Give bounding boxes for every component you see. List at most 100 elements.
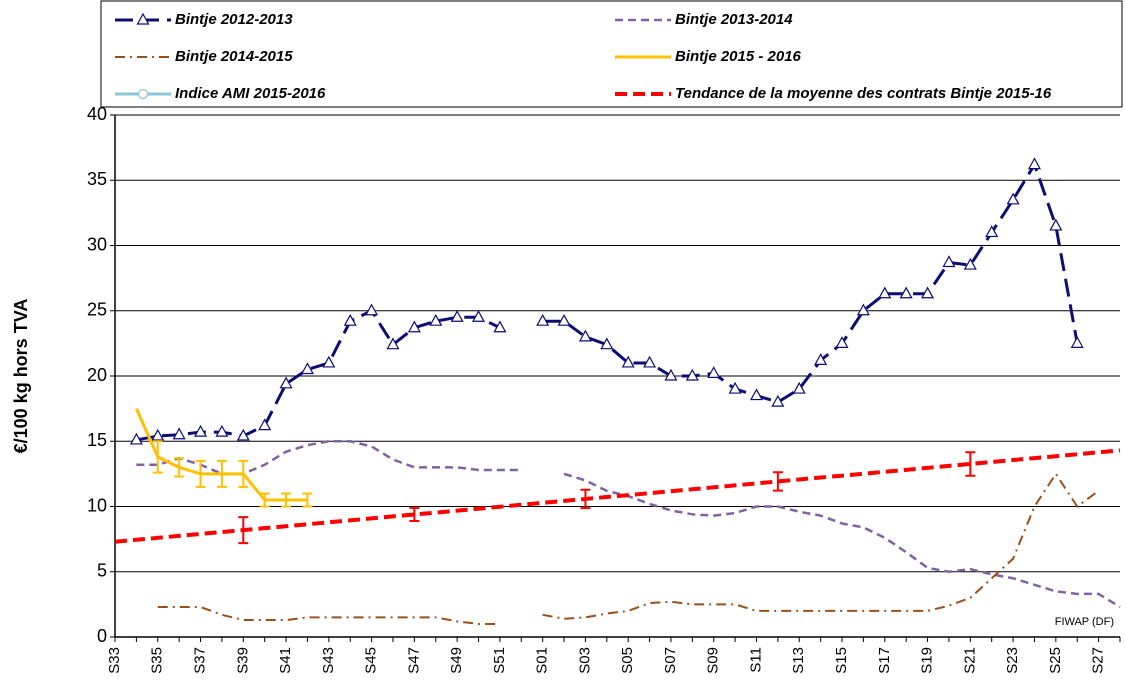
x-tick-label: S13 bbox=[790, 647, 807, 674]
annotation: FIWAP (DF) bbox=[1055, 616, 1114, 628]
data-point bbox=[450, 310, 464, 322]
y-tick-label: 0 bbox=[97, 626, 107, 646]
x-tick-label: S07 bbox=[662, 647, 679, 674]
x-tick-label: S41 bbox=[277, 647, 294, 674]
x-tick-label: S21 bbox=[961, 647, 978, 674]
legend-box bbox=[100, 0, 1123, 108]
x-tick-label: S51 bbox=[491, 647, 508, 674]
data-point bbox=[963, 257, 977, 270]
data-point bbox=[942, 255, 956, 268]
data-point bbox=[215, 424, 229, 437]
x-tick-label: S27 bbox=[1090, 647, 1107, 674]
y-axis-label: €/100 kg hors TVA bbox=[11, 299, 31, 454]
data-point bbox=[985, 225, 999, 238]
error-bar bbox=[965, 451, 976, 477]
error-bar bbox=[216, 459, 227, 488]
x-tick-label: S35 bbox=[149, 647, 166, 674]
error-bar bbox=[174, 457, 185, 478]
y-tick-label: 40 bbox=[87, 104, 107, 124]
error-bar bbox=[302, 492, 313, 508]
data-point bbox=[322, 355, 336, 368]
data-point bbox=[279, 376, 293, 389]
x-tick-label: S23 bbox=[1004, 647, 1021, 674]
data-point bbox=[300, 362, 314, 375]
data-point bbox=[856, 303, 870, 316]
error-bar bbox=[281, 492, 292, 508]
data-point bbox=[536, 313, 550, 326]
data-point bbox=[386, 337, 400, 350]
error-bar bbox=[152, 440, 163, 474]
data-point bbox=[429, 313, 443, 326]
data-point bbox=[578, 329, 592, 342]
series-line bbox=[136, 440, 1121, 609]
data-point bbox=[878, 286, 892, 299]
y-tick-label: 20 bbox=[87, 365, 107, 385]
y-tick-label: 10 bbox=[87, 495, 107, 515]
y-tick-label: 15 bbox=[87, 430, 107, 450]
data-point bbox=[685, 368, 699, 381]
legend-marker bbox=[137, 88, 149, 100]
legend-label: Bintje 2013-2014 bbox=[675, 11, 793, 28]
legend-label: Bintje 2012-2013 bbox=[175, 11, 293, 28]
x-tick-label: S25 bbox=[1047, 647, 1064, 674]
series-line bbox=[114, 448, 1121, 544]
data-point bbox=[151, 428, 165, 441]
x-tick-label: S43 bbox=[320, 647, 337, 674]
x-tick-label: S01 bbox=[534, 647, 551, 674]
y-tick-label: 30 bbox=[87, 234, 107, 254]
x-tick-label: S05 bbox=[619, 647, 636, 674]
y-tick-label: 35 bbox=[87, 169, 107, 189]
data-point bbox=[749, 388, 764, 401]
data-point bbox=[1027, 157, 1041, 170]
data-point bbox=[899, 286, 913, 299]
data-point bbox=[792, 381, 806, 394]
x-tick-label: S45 bbox=[363, 647, 380, 674]
data-point bbox=[557, 313, 571, 326]
error-bar bbox=[259, 492, 270, 508]
data-point bbox=[194, 424, 208, 437]
data-point bbox=[1049, 218, 1063, 231]
x-tick-label: S37 bbox=[192, 647, 209, 674]
x-tick-label: S17 bbox=[876, 647, 893, 674]
legend-label: Bintje 2015 - 2016 bbox=[675, 48, 802, 65]
data-point bbox=[365, 303, 379, 316]
data-point bbox=[921, 286, 935, 299]
x-tick-label: S49 bbox=[448, 647, 465, 674]
x-tick-label: S39 bbox=[234, 647, 251, 674]
data-point bbox=[814, 353, 828, 365]
legend-marker bbox=[136, 12, 150, 25]
error-bar bbox=[580, 488, 591, 510]
x-tick-label: S47 bbox=[405, 647, 422, 674]
data-point bbox=[1070, 336, 1084, 348]
x-tick-label: S09 bbox=[705, 647, 722, 674]
data-point bbox=[343, 313, 357, 326]
series-line bbox=[136, 163, 1079, 442]
y-tick-label: 5 bbox=[97, 561, 107, 581]
data-point bbox=[835, 336, 849, 348]
legend-label: Tendance de la moyenne des contrats Bint… bbox=[675, 85, 1052, 102]
error-bar bbox=[238, 516, 249, 545]
data-point bbox=[621, 355, 635, 368]
data-point bbox=[643, 355, 657, 368]
data-point bbox=[407, 320, 421, 333]
data-point bbox=[1006, 192, 1020, 205]
data-point bbox=[258, 418, 272, 431]
series-line bbox=[157, 472, 1100, 625]
error-bar bbox=[195, 459, 206, 488]
x-tick-label: S03 bbox=[576, 647, 593, 674]
legend-label: Bintje 2014-2015 bbox=[175, 48, 293, 65]
x-tick-label: S19 bbox=[919, 647, 936, 674]
data-point bbox=[493, 320, 507, 333]
x-tick-label: S11 bbox=[747, 647, 764, 673]
y-tick-label: 25 bbox=[87, 300, 107, 320]
data-point bbox=[236, 428, 250, 441]
data-point bbox=[707, 366, 721, 378]
data-point bbox=[600, 337, 614, 350]
data-point bbox=[771, 394, 785, 407]
error-bar bbox=[238, 459, 249, 488]
data-point bbox=[129, 432, 143, 445]
data-point bbox=[728, 381, 742, 394]
error-bar bbox=[409, 506, 420, 522]
